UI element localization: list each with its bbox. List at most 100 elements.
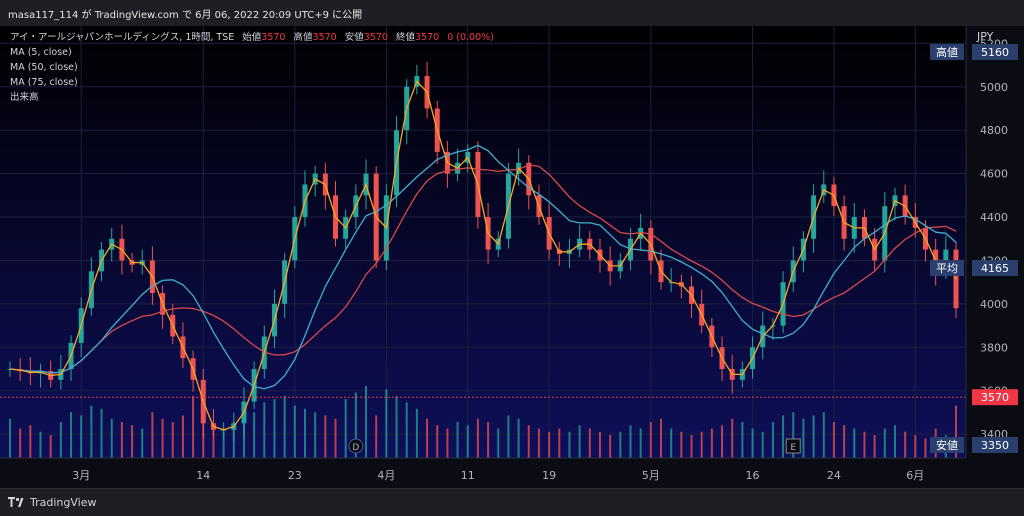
- volume-bar: [29, 425, 32, 458]
- volume-bar: [598, 431, 601, 458]
- volume-bar: [334, 418, 337, 458]
- high-tag-label: 高値: [936, 45, 958, 59]
- y-tick-label: 4800: [980, 124, 1008, 137]
- close-label: 終値: [395, 32, 415, 43]
- event-marker: E: [785, 438, 801, 454]
- volume-bar: [568, 431, 571, 458]
- avg-tag-value: 4165: [981, 262, 1009, 275]
- volume-bar: [354, 392, 357, 458]
- symbol-title[interactable]: アイ・アールジャパンホールディングス, 1時間, TSE: [10, 32, 235, 43]
- y-tick-label: 4000: [980, 298, 1008, 311]
- x-tick-label: 5月: [642, 469, 660, 482]
- x-tick-label: 6月: [906, 469, 924, 482]
- high-value: 3570: [312, 32, 337, 43]
- publish-line: masa117_114 が TradingView.com で 6月 06, 2…: [8, 10, 363, 21]
- volume-bar: [415, 408, 418, 458]
- currency-label[interactable]: JPY: [977, 30, 994, 43]
- high-label: 高値: [293, 32, 313, 43]
- x-tick-label: 24: [827, 469, 841, 482]
- volume-bar: [680, 431, 683, 458]
- volume-bar: [293, 405, 296, 458]
- volume-bar: [914, 435, 917, 458]
- volume-bar: [192, 395, 195, 458]
- high-tag-value-bg: [972, 44, 1018, 61]
- marker-circle: [348, 438, 364, 454]
- volume-bar: [263, 402, 266, 458]
- volume-bar: [212, 428, 215, 458]
- volume-bar: [670, 428, 673, 458]
- indicator-ma5[interactable]: MA (5, close): [10, 47, 72, 58]
- volume-bar: [853, 428, 856, 458]
- volume-bar: [731, 418, 734, 458]
- volume-bar: [283, 395, 286, 458]
- avg-tag-label-bg: [930, 260, 964, 277]
- price-chart[interactable]: DE34003600380040004200440046004800500052…: [0, 26, 1024, 488]
- volume-bar: [904, 431, 907, 458]
- volume-bar: [19, 428, 22, 458]
- low-tag-value: 3350: [981, 439, 1009, 452]
- publish-bar: masa117_114 が TradingView.com で 6月 06, 2…: [0, 0, 1024, 27]
- volume-bar: [49, 435, 52, 458]
- low-tag: 安値 3350: [930, 436, 1018, 453]
- low-tag-value-bg: [972, 436, 1018, 453]
- ma75-line: [9, 164, 957, 374]
- volume-bar: [426, 418, 429, 458]
- volume-bar: [466, 425, 469, 458]
- volume-bar: [253, 412, 256, 458]
- volume-bar: [507, 415, 510, 458]
- volume-bar: [110, 418, 113, 458]
- indicator-volume[interactable]: 出来高: [10, 92, 39, 103]
- marker-label: E: [790, 443, 796, 453]
- brand-name: TradingView: [30, 496, 97, 509]
- footer-bar: TradingView: [0, 488, 1024, 516]
- volume-bar: [792, 412, 795, 458]
- volume-bar: [171, 422, 174, 458]
- last-price-tag-value: 3570: [981, 391, 1009, 404]
- x-tick-label: 4月: [377, 469, 395, 482]
- volume-bar: [151, 412, 154, 458]
- volume-bar: [161, 418, 164, 458]
- volume-bar: [782, 415, 785, 458]
- volume-bar: [721, 425, 724, 458]
- volume-bar: [924, 438, 927, 458]
- volume-bar: [710, 428, 713, 458]
- indicator-ma50[interactable]: MA (50, close): [10, 62, 78, 73]
- high-tag: 高値 5160: [930, 44, 1018, 61]
- volume-bar: [802, 418, 805, 458]
- volume-bar: [690, 435, 693, 458]
- indicator-ma75[interactable]: MA (75, close): [10, 77, 78, 88]
- chart-legend: アイ・アールジャパンホールディングス, 1時間, TSE 始値3570 高値35…: [10, 30, 494, 105]
- volume-bar: [242, 418, 245, 458]
- low-value: 3570: [363, 32, 388, 43]
- low-label: 安値: [344, 32, 364, 43]
- volume-bar: [863, 431, 866, 458]
- volume-bar: [558, 428, 561, 458]
- x-tick-label: 23: [288, 469, 302, 482]
- volume-bar: [131, 425, 134, 458]
- volume-bar: [456, 422, 459, 458]
- volume-bar: [9, 418, 11, 458]
- volume-bar: [446, 428, 449, 458]
- ma5-line: [9, 80, 957, 431]
- volume-bar: [761, 431, 764, 458]
- volume-bar: [517, 418, 520, 458]
- volume-bar: [314, 412, 317, 458]
- tradingview-brand[interactable]: TradingView: [8, 496, 96, 509]
- volume-bar: [324, 415, 327, 458]
- grid-lines: [0, 26, 966, 458]
- avg-tag: 平均 4165: [930, 260, 1018, 277]
- high-tag-value: 5160: [981, 46, 1009, 59]
- low-tag-label: 安値: [936, 438, 958, 452]
- volume-bar: [527, 425, 530, 458]
- x-tick-label: 19: [542, 469, 556, 482]
- x-tick-label: 16: [746, 469, 760, 482]
- x-tick-label: 11: [461, 469, 475, 482]
- marker-box: [785, 438, 801, 454]
- volume-bar: [649, 422, 652, 458]
- volume-bar: [629, 425, 632, 458]
- volume-bar: [222, 431, 225, 458]
- volume-bar: [578, 425, 581, 458]
- volume-bar: [751, 428, 754, 458]
- ohlc-row: アイ・アールジャパンホールディングス, 1時間, TSE 始値3570 高値35…: [10, 30, 494, 45]
- volume-bar: [537, 428, 540, 458]
